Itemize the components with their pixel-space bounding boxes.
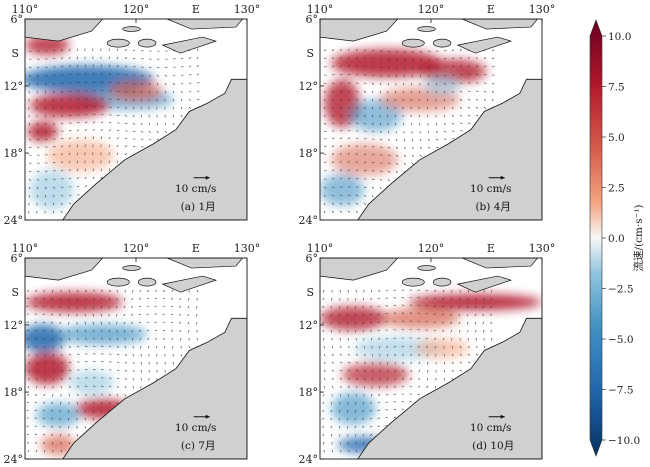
panel-label: (a) 1月 xyxy=(181,201,216,213)
lon-tick-label: 110° xyxy=(12,3,39,16)
lat-unit-label: S xyxy=(306,47,314,60)
panel-label: (b) 4月 xyxy=(475,201,510,213)
lon-tick-label: 130° xyxy=(529,3,556,16)
indonesia-islands xyxy=(320,19,539,54)
indonesia-islands xyxy=(320,258,539,293)
lon-tick-label: 120° xyxy=(418,242,445,255)
map-panel-apr: 110° 120° 130° E 6° 12° 18° 24° S 10 cm/s (b) 4月 xyxy=(299,3,556,227)
australia-landmass xyxy=(357,78,542,220)
lat-tick-label: 18° xyxy=(4,386,24,399)
lat-tick-label: 18° xyxy=(4,147,24,160)
australia-landmass xyxy=(357,317,542,459)
australia-landmass xyxy=(62,78,247,220)
lon-tick-label: 110° xyxy=(12,242,39,255)
lat-unit-label: S xyxy=(11,47,19,60)
scale-label: 10 cm/s xyxy=(175,422,216,434)
lat-tick-label: 6° xyxy=(11,252,24,265)
colorbar-tick-label: 2.5 xyxy=(608,183,625,195)
lat-tick-label: 18° xyxy=(299,147,319,160)
lat-tick-label: 18° xyxy=(299,386,319,399)
scale-label: 10 cm/s xyxy=(470,422,511,434)
lat-tick-label: 12° xyxy=(299,80,319,93)
lat-tick-label: 12° xyxy=(4,319,24,332)
lon-tick-label: 110° xyxy=(307,3,334,16)
lon-tick-label: 120° xyxy=(123,242,150,255)
lat-unit-label: S xyxy=(306,286,314,299)
lat-tick-label: 6° xyxy=(306,252,319,265)
scale-label: 10 cm/s xyxy=(470,183,511,195)
australia-landmass xyxy=(62,317,247,459)
indonesia-islands xyxy=(25,19,244,54)
colorbar-tick-label: 10.0 xyxy=(608,31,631,43)
lon-tick-label: 110° xyxy=(307,242,334,255)
lat-unit-label: S xyxy=(11,286,19,299)
lon-unit-label: E xyxy=(487,242,495,255)
colorbar-tick-label: −10.0 xyxy=(608,435,640,447)
lat-tick-label: 24° xyxy=(4,214,24,227)
lon-tick-label: 130° xyxy=(529,242,556,255)
colorbar-tick-label: −7.5 xyxy=(608,385,634,397)
lat-tick-label: 24° xyxy=(299,453,319,466)
panel-label: (d) 10月 xyxy=(472,440,514,452)
indonesia-islands xyxy=(25,258,244,293)
colorbar-tick-label: −2.5 xyxy=(608,284,634,296)
speed-field xyxy=(25,35,174,210)
lon-tick-label: 130° xyxy=(234,3,261,16)
speed-field xyxy=(320,49,487,206)
colorbar-tick-label: 0.0 xyxy=(608,233,625,245)
lat-tick-label: 12° xyxy=(4,80,24,93)
map-panel-jan: 110° 120° 130° E 6° 12° 18° 24° S 10 cm/s (a) 1月 xyxy=(4,3,261,227)
colorbar-bar xyxy=(589,19,603,457)
scale-label: 10 cm/s xyxy=(175,183,216,195)
colorbar-tick-label: −5.0 xyxy=(608,334,634,346)
lat-tick-label: 24° xyxy=(299,214,319,227)
colorbar-title: 流速/(cm·s⁻¹) xyxy=(632,204,645,271)
lat-tick-label: 12° xyxy=(299,319,319,332)
map-panel-oct: 110° 120° 130° E 6° 12° 18° 24° S 10 cm/s (d) 10月 xyxy=(299,242,556,466)
lon-unit-label: E xyxy=(192,242,200,255)
map-panel-jul: 110° 120° 130° E 6° 12° 18° 24° S 10 cm/s (c) 7月 xyxy=(4,242,261,466)
lat-tick-label: 6° xyxy=(306,13,319,26)
speed-field xyxy=(320,294,542,453)
lat-tick-label: 6° xyxy=(11,13,24,26)
colorbar: 10.0 7.5 5.0 2.5 0.0 −2.5 −5.0 −7.5 −10.0 流速/(cm… xyxy=(589,19,645,457)
colorbar-tick-label: 7.5 xyxy=(608,82,625,94)
colorbar-tick-label: 5.0 xyxy=(608,132,625,144)
lon-unit-label: E xyxy=(487,3,495,16)
lon-tick-label: 130° xyxy=(234,242,261,255)
lon-tick-label: 120° xyxy=(418,3,445,16)
lat-tick-label: 24° xyxy=(4,453,24,466)
speed-field xyxy=(25,292,148,455)
lon-unit-label: E xyxy=(192,3,200,16)
lon-tick-label: 120° xyxy=(123,3,150,16)
panel-label: (c) 7月 xyxy=(181,440,216,452)
